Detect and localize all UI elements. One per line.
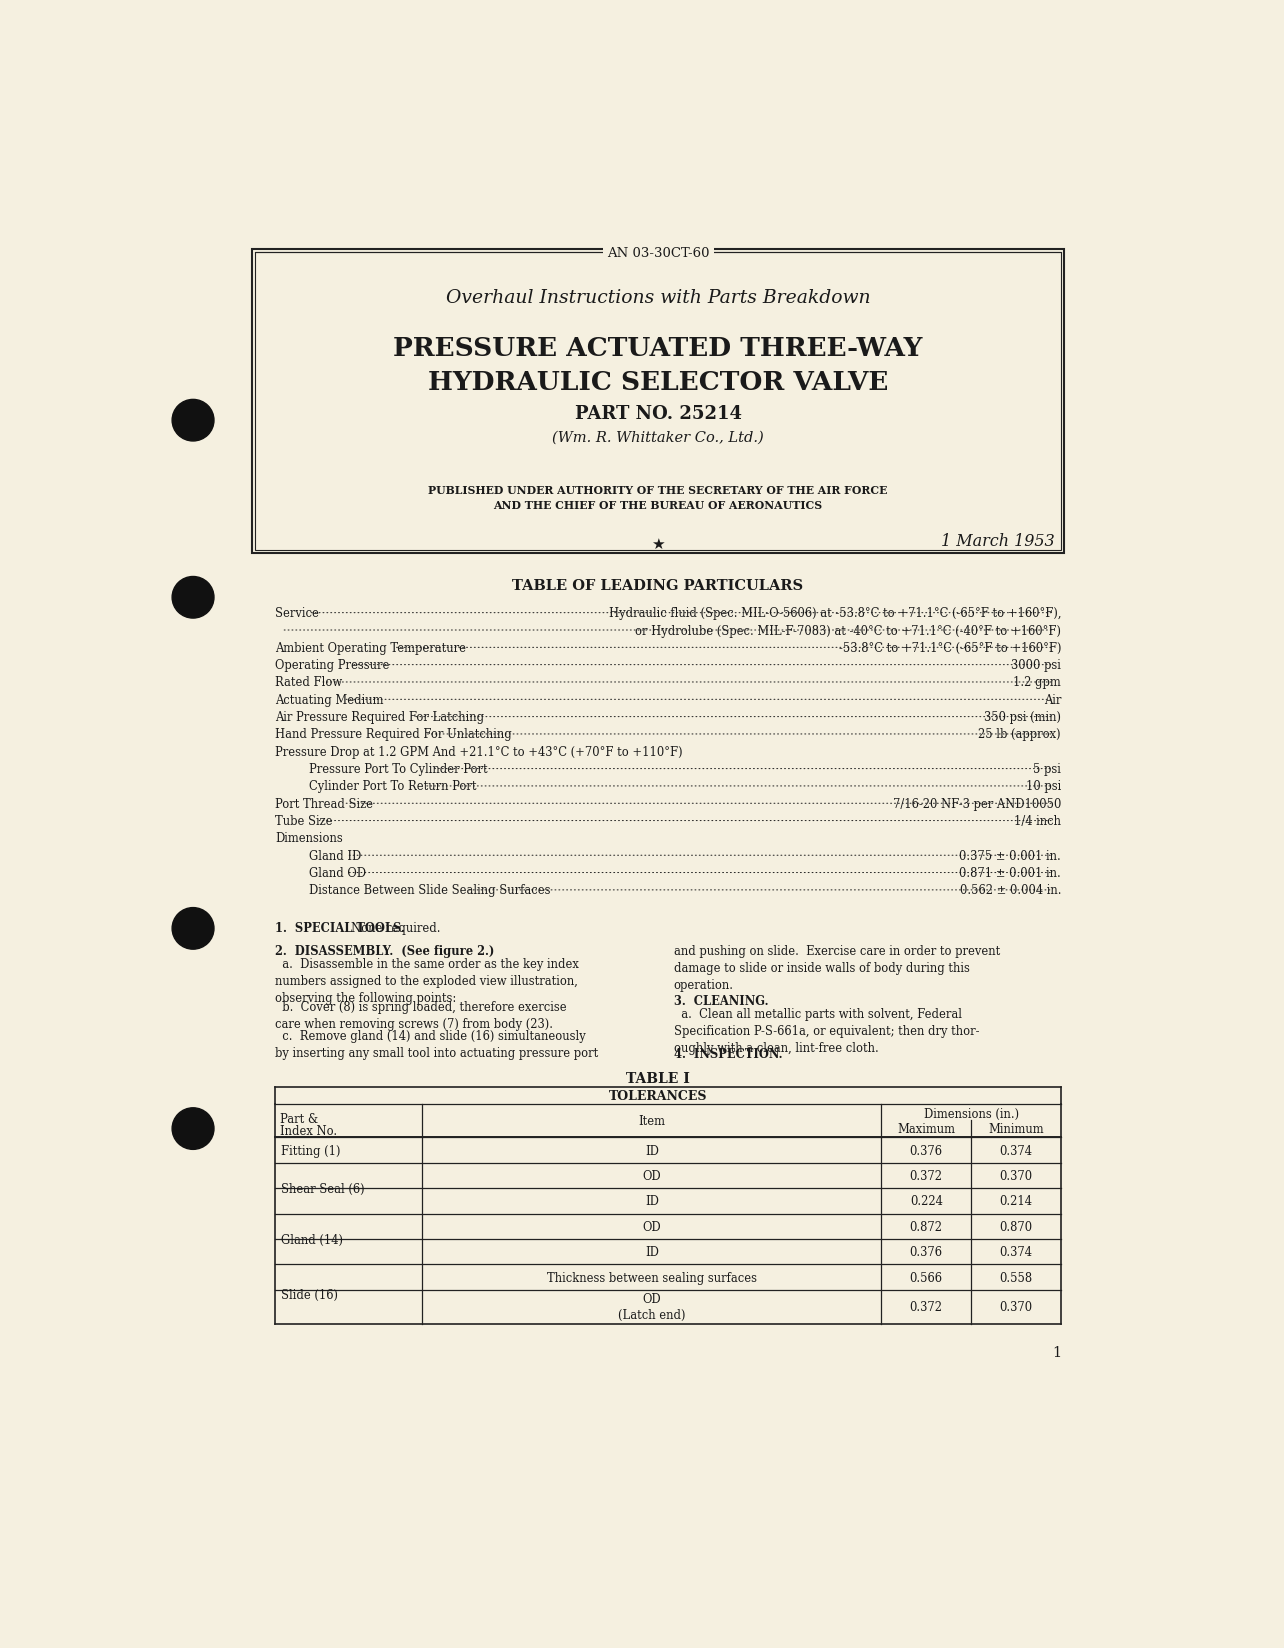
Text: TABLE OF LEADING PARTICULARS: TABLE OF LEADING PARTICULARS bbox=[512, 578, 804, 593]
Text: Minimum: Minimum bbox=[989, 1122, 1044, 1135]
Text: PUBLISHED UNDER AUTHORITY OF THE SECRETARY OF THE AIR FORCE: PUBLISHED UNDER AUTHORITY OF THE SECRETA… bbox=[429, 485, 887, 496]
Text: Hand Pressure Required For Unlatching: Hand Pressure Required For Unlatching bbox=[275, 728, 512, 742]
Text: ID: ID bbox=[645, 1195, 659, 1208]
Text: Gland (14): Gland (14) bbox=[281, 1233, 343, 1246]
Text: 0.566: 0.566 bbox=[909, 1271, 942, 1284]
Text: 0.374: 0.374 bbox=[1000, 1246, 1032, 1259]
Text: Overhaul Instructions with Parts Breakdown: Overhaul Instructions with Parts Breakdo… bbox=[446, 288, 871, 307]
Text: 1.2 gpm: 1.2 gpm bbox=[1013, 676, 1061, 689]
Text: Air Pressure Required For Latching: Air Pressure Required For Latching bbox=[275, 710, 484, 723]
Text: Tube Size: Tube Size bbox=[275, 814, 333, 827]
Text: 2.  DISASSEMBLY.  (See figure 2.): 2. DISASSEMBLY. (See figure 2.) bbox=[275, 944, 494, 957]
Text: PART NO. 25214: PART NO. 25214 bbox=[574, 405, 742, 424]
Text: Shear Seal (6): Shear Seal (6) bbox=[281, 1182, 365, 1195]
Text: ★: ★ bbox=[651, 537, 665, 552]
Text: Hydraulic fluid (Spec. MIL-O-5606) at -53.8°C to +71.1°C (-65°F to +160°F),: Hydraulic fluid (Spec. MIL-O-5606) at -5… bbox=[609, 606, 1061, 620]
Text: 350 psi (min): 350 psi (min) bbox=[984, 710, 1061, 723]
Text: Gland ID: Gland ID bbox=[309, 849, 362, 862]
Text: Rated Flow: Rated Flow bbox=[275, 676, 343, 689]
Text: Air: Air bbox=[1044, 694, 1061, 707]
Text: Dimensions: Dimensions bbox=[275, 832, 343, 845]
Text: ID: ID bbox=[645, 1246, 659, 1259]
Text: 0.562 ± 0.004 in.: 0.562 ± 0.004 in. bbox=[959, 883, 1061, 897]
Circle shape bbox=[172, 400, 214, 442]
Bar bbox=[256, 254, 1061, 550]
Text: Pressure Drop at 1.2 GPM And +21.1°C to +43°C (+70°F to +110°F): Pressure Drop at 1.2 GPM And +21.1°C to … bbox=[275, 745, 683, 758]
Text: OD: OD bbox=[642, 1220, 661, 1233]
Text: a.  Clean all metallic parts with solvent, Federal
Specification P-S-661a, or eq: a. Clean all metallic parts with solvent… bbox=[674, 1007, 980, 1055]
Text: 4.  INSPECTION.: 4. INSPECTION. bbox=[674, 1046, 782, 1060]
Text: Ambient Operating Temperature: Ambient Operating Temperature bbox=[275, 641, 466, 654]
Text: 0.372: 0.372 bbox=[909, 1300, 942, 1313]
Text: 0.870: 0.870 bbox=[999, 1220, 1032, 1233]
Circle shape bbox=[172, 577, 214, 618]
Text: Operating Pressure: Operating Pressure bbox=[275, 659, 389, 672]
Text: 5 psi: 5 psi bbox=[1034, 763, 1061, 776]
Text: Actuating Medium: Actuating Medium bbox=[275, 694, 384, 707]
Text: OD: OD bbox=[642, 1170, 661, 1182]
Bar bbox=[252, 250, 1064, 554]
Text: 0.372: 0.372 bbox=[909, 1170, 942, 1182]
Text: None required.: None required. bbox=[351, 921, 440, 934]
Text: 0.376: 0.376 bbox=[909, 1144, 942, 1157]
Text: 0.214: 0.214 bbox=[1000, 1195, 1032, 1208]
Text: 0.370: 0.370 bbox=[999, 1300, 1032, 1313]
Text: OD
(Latch end): OD (Latch end) bbox=[618, 1292, 686, 1322]
Circle shape bbox=[172, 1107, 214, 1150]
Text: 0.558: 0.558 bbox=[999, 1271, 1032, 1284]
Text: -53.8°C to +71.1°C (-65°F to +160°F): -53.8°C to +71.1°C (-65°F to +160°F) bbox=[838, 641, 1061, 654]
Text: 0.224: 0.224 bbox=[910, 1195, 942, 1208]
Text: a.  Disassemble in the same order as the key index
numbers assigned to the explo: a. Disassemble in the same order as the … bbox=[275, 957, 579, 1005]
Text: AND THE CHIEF OF THE BUREAU OF AERONAUTICS: AND THE CHIEF OF THE BUREAU OF AERONAUTI… bbox=[493, 499, 823, 511]
Text: Fitting (1): Fitting (1) bbox=[281, 1144, 340, 1157]
Text: 1/4 inch: 1/4 inch bbox=[1014, 814, 1061, 827]
Text: 0.370: 0.370 bbox=[999, 1170, 1032, 1182]
Text: Index No.: Index No. bbox=[280, 1124, 336, 1137]
Text: ID: ID bbox=[645, 1144, 659, 1157]
Text: b.  Cover (8) is spring loaded, therefore exercise
care when removing screws (7): b. Cover (8) is spring loaded, therefore… bbox=[275, 1000, 566, 1030]
Circle shape bbox=[172, 908, 214, 949]
Text: Dimensions (in.): Dimensions (in.) bbox=[923, 1107, 1018, 1121]
Text: 25 lb (approx): 25 lb (approx) bbox=[978, 728, 1061, 742]
Text: 0.376: 0.376 bbox=[909, 1246, 942, 1259]
Text: and pushing on slide.  Exercise care in order to prevent
damage to slide or insi: and pushing on slide. Exercise care in o… bbox=[674, 944, 1000, 992]
Text: Part &: Part & bbox=[280, 1112, 318, 1126]
Text: 0.374: 0.374 bbox=[1000, 1144, 1032, 1157]
Text: 0.375 ± 0.001 in.: 0.375 ± 0.001 in. bbox=[959, 849, 1061, 862]
Text: PRESSURE ACTUATED THREE-WAY: PRESSURE ACTUATED THREE-WAY bbox=[393, 336, 923, 361]
Text: 10 psi: 10 psi bbox=[1026, 780, 1061, 793]
Text: Slide (16): Slide (16) bbox=[281, 1287, 338, 1300]
Text: Port Thread Size: Port Thread Size bbox=[275, 798, 374, 811]
Text: 1 March 1953: 1 March 1953 bbox=[941, 532, 1055, 549]
Text: Item: Item bbox=[638, 1114, 665, 1127]
Text: 7/16-20 NF-3 per AND10050: 7/16-20 NF-3 per AND10050 bbox=[892, 798, 1061, 811]
Text: Maximum: Maximum bbox=[898, 1122, 955, 1135]
Text: Service: Service bbox=[275, 606, 320, 620]
Text: AN 03-30CT-60: AN 03-30CT-60 bbox=[607, 247, 709, 260]
Text: 3000 psi: 3000 psi bbox=[1012, 659, 1061, 672]
Text: TOLERANCES: TOLERANCES bbox=[609, 1089, 707, 1103]
Text: Distance Between Slide Sealing Surfaces: Distance Between Slide Sealing Surfaces bbox=[309, 883, 551, 897]
Text: 1: 1 bbox=[1052, 1345, 1061, 1360]
Text: c.  Remove gland (14) and slide (16) simultaneously
by inserting any small tool : c. Remove gland (14) and slide (16) simu… bbox=[275, 1030, 598, 1060]
Text: HYDRAULIC SELECTOR VALVE: HYDRAULIC SELECTOR VALVE bbox=[428, 369, 889, 396]
Text: Pressure Port To Cylinder Port: Pressure Port To Cylinder Port bbox=[309, 763, 488, 776]
Text: 0.872: 0.872 bbox=[909, 1220, 942, 1233]
Text: 3.  CLEANING.: 3. CLEANING. bbox=[674, 995, 768, 1007]
Text: TABLE I: TABLE I bbox=[627, 1071, 690, 1086]
Text: 0.871 ± 0.001 in.: 0.871 ± 0.001 in. bbox=[959, 867, 1061, 880]
Text: or Hydrolube (Spec. MIL-F-7083) at -40°C to +71.1°C (-40°F to +160°F): or Hydrolube (Spec. MIL-F-7083) at -40°C… bbox=[636, 625, 1061, 638]
Text: 1.  SPECIAL TOOLS.: 1. SPECIAL TOOLS. bbox=[275, 921, 404, 934]
Text: Thickness between sealing surfaces: Thickness between sealing surfaces bbox=[547, 1271, 756, 1284]
Text: (Wm. R. Whittaker Co., Ltd.): (Wm. R. Whittaker Co., Ltd.) bbox=[552, 430, 764, 445]
Text: Cylinder Port To Return Port: Cylinder Port To Return Port bbox=[309, 780, 476, 793]
Text: Gland OD: Gland OD bbox=[309, 867, 366, 880]
